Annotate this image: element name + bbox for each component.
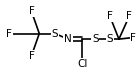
- Text: F: F: [29, 6, 34, 16]
- Text: F: F: [130, 33, 136, 42]
- Text: S: S: [52, 29, 58, 39]
- Text: Cl: Cl: [77, 59, 88, 69]
- Text: F: F: [107, 11, 113, 21]
- Text: F: F: [29, 51, 34, 61]
- Text: F: F: [6, 29, 12, 39]
- Text: N: N: [64, 34, 72, 44]
- Text: S: S: [106, 34, 113, 44]
- Text: S: S: [92, 34, 99, 44]
- Text: F: F: [126, 11, 132, 21]
